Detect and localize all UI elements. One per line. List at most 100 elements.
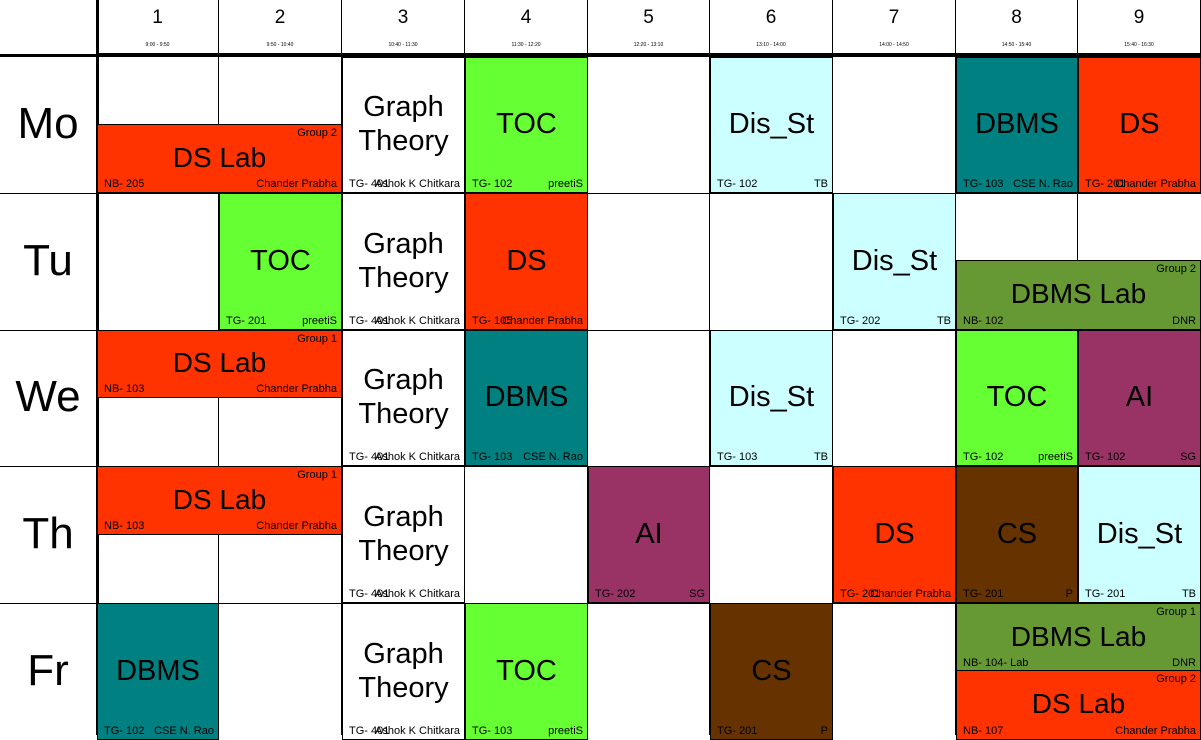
subject-name: Graph Theory bbox=[358, 637, 449, 704]
teacher-label: P bbox=[820, 725, 828, 737]
subject-name: TOC bbox=[496, 654, 557, 687]
subject-name: Graph Theory bbox=[358, 227, 449, 294]
subject-name: AI bbox=[635, 517, 663, 550]
room-label: TG- 103 bbox=[472, 451, 513, 463]
class-block[interactable]: CS TG- 201 P bbox=[956, 466, 1078, 603]
day-label-mo: Mo bbox=[17, 99, 79, 148]
class-block[interactable]: DBMS TG- 103 CSE N. Rao bbox=[465, 330, 588, 466]
teacher-label: Ashok K Chitkara bbox=[375, 588, 460, 600]
room-label: TG- 201 bbox=[717, 725, 758, 737]
subject-name: DBMS Lab bbox=[1010, 620, 1147, 652]
class-block[interactable]: Graph Theory TG- 401 Ashok K Chitkara bbox=[342, 466, 465, 603]
period-time: 15:40 - 16:30 bbox=[1124, 42, 1154, 48]
class-block[interactable]: Dis_St TG- 201 TB bbox=[1078, 466, 1201, 603]
class-block[interactable]: DBMS TG- 102 CSE N. Rao bbox=[97, 603, 219, 740]
teacher-label: Chander Prabha bbox=[870, 588, 951, 600]
class-block[interactable]: Graph Theory TG- 401 Ashok K Chitkara bbox=[342, 57, 465, 193]
period-time: 10:40 - 11:30 bbox=[388, 42, 418, 48]
period-number: 3 bbox=[397, 7, 409, 28]
period-time: 14:00 - 14:50 bbox=[879, 42, 909, 48]
class-block[interactable]: DBMS TG- 103 CSE N. Rao bbox=[956, 57, 1078, 193]
row-gridline bbox=[0, 193, 1201, 194]
class-block[interactable]: Dis_St TG- 103 TB bbox=[710, 330, 833, 466]
subject-name: Graph Theory bbox=[358, 364, 449, 430]
column-gridline bbox=[709, 0, 710, 735]
class-block[interactable]: Graph Theory TG- 401 Ashok K Chitkara bbox=[342, 193, 465, 330]
class-block[interactable]: CS TG- 201 P bbox=[710, 603, 833, 740]
room-label: TG- 103 bbox=[717, 451, 758, 463]
class-block[interactable]: DS TG- 201 Chander Prabha bbox=[833, 466, 956, 603]
period-time: 9:00 - 9:50 bbox=[145, 42, 170, 48]
room-label: TG- 102 bbox=[1085, 451, 1126, 463]
room-label: TG- 401 bbox=[349, 451, 390, 463]
room-label: TG- 202 bbox=[595, 588, 636, 600]
teacher-label: DNR bbox=[1172, 315, 1196, 327]
class-block[interactable]: DBMS Lab NB- 104- Lab DNR Group 1 bbox=[956, 603, 1201, 672]
period-time: 14:50 - 15:40 bbox=[1001, 42, 1032, 48]
room-label: TG- 103 bbox=[963, 178, 1004, 190]
class-block[interactable]: Dis_St TG- 102 TB bbox=[710, 57, 833, 193]
class-block[interactable]: DS TG- 105 Chander Prabha bbox=[465, 193, 588, 330]
period-time: 9:50 - 10:40 bbox=[266, 42, 294, 48]
subject-name: DBMS bbox=[116, 654, 200, 687]
teacher-label: Chander Prabha bbox=[502, 315, 583, 327]
room-label: TG- 401 bbox=[349, 725, 390, 737]
room-label: TG- 103 bbox=[472, 725, 513, 737]
class-block[interactable]: TOC TG- 103 preetiS bbox=[465, 603, 588, 740]
teacher-label: Ashok K Chitkara bbox=[375, 178, 460, 190]
subject-name: DBMS Lab bbox=[1010, 278, 1147, 309]
teacher-label: Chander Prabha bbox=[256, 520, 337, 532]
room-label: TG- 102 bbox=[717, 178, 758, 190]
class-block[interactable]: TOC TG- 102 preetiS bbox=[465, 57, 588, 193]
group-label: Group 2 bbox=[1156, 673, 1196, 685]
class-block[interactable]: DS TG- 201 Chander Prabha bbox=[1078, 57, 1201, 193]
room-label: TG- 105 bbox=[472, 315, 513, 327]
class-block[interactable]: Dis_St TG- 202 TB bbox=[833, 193, 956, 330]
group-label: Group 1 bbox=[1156, 606, 1196, 618]
period-header: 5 12:20 - 13:10 bbox=[588, 0, 710, 54]
teacher-label: Ashok K Chitkara bbox=[375, 451, 460, 463]
class-block[interactable]: AI TG- 102 SG bbox=[1078, 330, 1201, 466]
teacher-label: TB bbox=[1181, 588, 1196, 600]
class-block[interactable]: TOC TG- 201 preetiS bbox=[219, 193, 342, 330]
class-block[interactable]: DS Lab NB- 103 Chander Prabha Group 1 bbox=[97, 330, 342, 398]
teacher-label: SG bbox=[689, 588, 705, 600]
class-block[interactable]: DS Lab NB- 103 Chander Prabha Group 1 bbox=[97, 466, 342, 535]
subject-name: DS Lab bbox=[172, 483, 267, 515]
period-header: 4 11:30 - 12:20 bbox=[465, 0, 588, 54]
class-block[interactable]: TOC TG- 102 preetiS bbox=[956, 330, 1078, 466]
teacher-label: P bbox=[1065, 588, 1073, 600]
teacher-label: Ashok K Chitkara bbox=[375, 725, 460, 737]
room-label: TG- 201 bbox=[1085, 178, 1126, 190]
period-header: 1 9:00 - 9:50 bbox=[97, 0, 219, 54]
subject-name: CS bbox=[751, 654, 792, 687]
subject-name: DBMS bbox=[975, 108, 1059, 140]
room-label: TG- 401 bbox=[349, 315, 390, 327]
room-label: TG- 102 bbox=[472, 178, 513, 190]
room-label: NB- 107 bbox=[963, 725, 1004, 737]
period-time: 13:10 - 14:00 bbox=[756, 42, 786, 48]
class-block[interactable]: Graph Theory TG- 401 Ashok K Chitkara bbox=[342, 603, 465, 740]
room-label: NB- 205 bbox=[104, 178, 145, 190]
teacher-label: preetiS bbox=[548, 178, 583, 190]
teacher-label: CSE N. Rao bbox=[523, 451, 583, 463]
class-block[interactable]: AI TG- 202 SG bbox=[588, 466, 710, 603]
class-block[interactable]: DS Lab NB- 205 Chander Prabha Group 2 bbox=[97, 124, 342, 193]
subject-name: Dis_St bbox=[728, 108, 815, 140]
period-number: 6 bbox=[765, 7, 777, 28]
class-block[interactable]: DS Lab NB- 107 Chander Prabha Group 2 bbox=[956, 670, 1201, 740]
period-header: 2 9:50 - 10:40 bbox=[219, 0, 342, 54]
day-label-fr: Fr bbox=[27, 645, 69, 695]
group-label: Group 2 bbox=[297, 127, 337, 139]
class-block[interactable]: DBMS Lab NB- 102 DNR Group 2 bbox=[956, 260, 1201, 330]
teacher-label: TB bbox=[813, 178, 828, 190]
period-number: 1 bbox=[152, 7, 163, 28]
teacher-label: Chander Prabha bbox=[256, 383, 337, 395]
subject-name: DS bbox=[1119, 108, 1160, 140]
row-gridline bbox=[0, 330, 1201, 331]
subject-name: Dis_St bbox=[851, 244, 938, 277]
period-header: 7 14:00 - 14:50 bbox=[833, 0, 956, 54]
teacher-label: Chander Prabha bbox=[1115, 178, 1196, 190]
subject-name: CS bbox=[996, 517, 1038, 550]
class-block[interactable]: Graph Theory TG- 401 Ashok K Chitkara bbox=[342, 330, 465, 466]
